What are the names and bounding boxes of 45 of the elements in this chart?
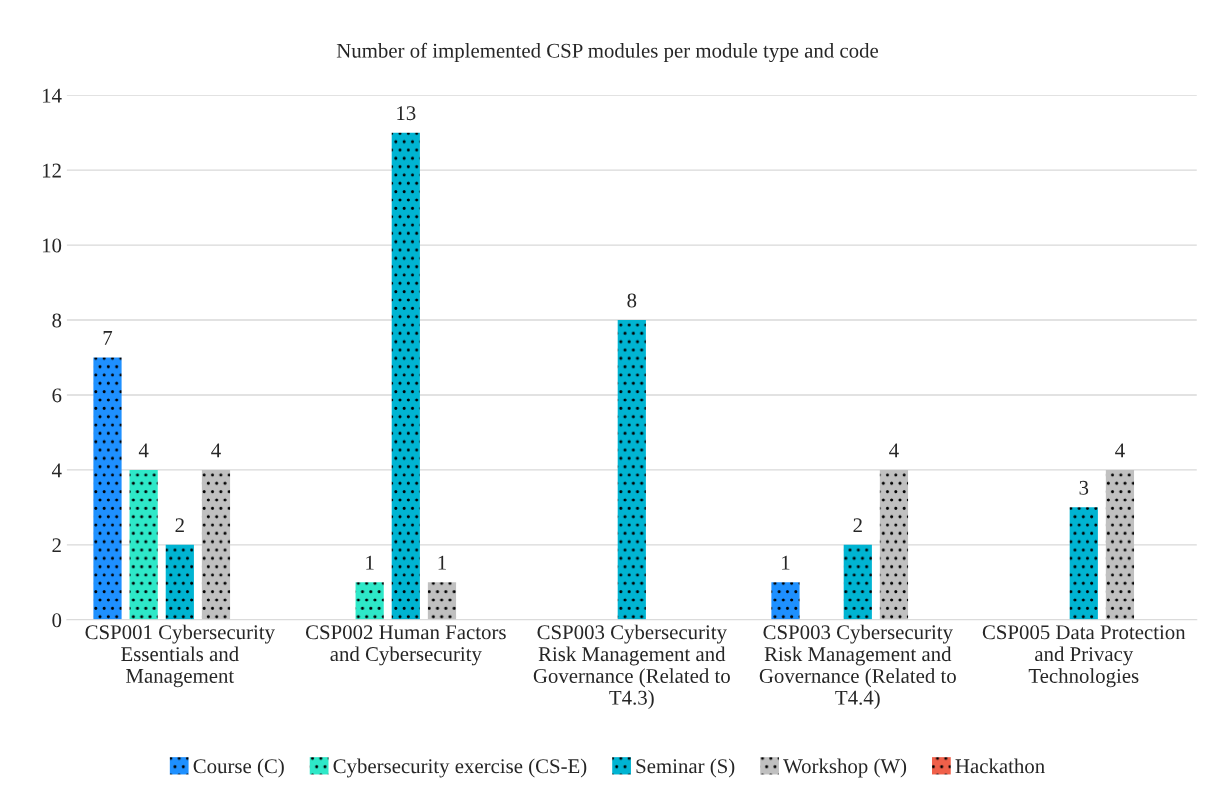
data-label: 1 — [438, 555, 446, 570]
data-label: 13 — [397, 106, 416, 121]
data-label: 4 — [1115, 443, 1125, 458]
data-label: 4 — [889, 443, 899, 458]
data-label: 2 — [853, 518, 862, 533]
data-label: 3 — [1079, 480, 1089, 495]
y-tick-label: 2 — [52, 538, 61, 553]
data-label: 2 — [175, 518, 184, 533]
bar — [201, 469, 231, 620]
y-tick-label: 4 — [51, 463, 62, 478]
x-tick-label: CSP005 Data Protection and Privacy Technologies — [982, 625, 1186, 688]
bar — [93, 357, 122, 620]
x-tick-label: CSP003 Cybersecurity Risk Management and Governance (Related to T4.4) — [759, 624, 956, 709]
x-tick-label: CSP002 Human Factors and Cybersecurity — [305, 625, 506, 666]
legend-label: Workshop (W) — [783, 758, 907, 778]
data-label: 4 — [138, 443, 149, 458]
y-tick-label: 8 — [52, 313, 62, 328]
bar — [1105, 469, 1135, 620]
y-tick-label: 6 — [52, 388, 62, 403]
legend-label: Course (C) — [193, 758, 284, 778]
legend-label: Cybersecurity exercise (CS-E) — [333, 758, 587, 778]
bar — [355, 582, 384, 620]
data-label: 4 — [211, 443, 221, 458]
data-label: 8 — [627, 293, 637, 308]
bar — [427, 582, 457, 620]
bar — [129, 469, 158, 620]
y-tick-label: 14 — [42, 88, 62, 103]
data-label: 1 — [366, 555, 374, 570]
bar — [771, 582, 800, 620]
x-tick-label: CSP003 Cybersecurity Risk Management and Governance (Related to T4.3) — [533, 624, 730, 709]
bar — [879, 469, 909, 620]
bar — [391, 132, 420, 620]
y-tick-label: 12 — [42, 163, 61, 178]
data-label: 1 — [782, 555, 790, 570]
data-label: 7 — [103, 331, 113, 345]
x-tick-label: CSP001 Cybersecurity Essentials and Management — [85, 624, 275, 688]
bar — [617, 320, 646, 620]
bar — [1069, 507, 1098, 620]
y-tick-label: 0 — [52, 613, 62, 628]
y-tick-label: 10 — [42, 238, 62, 253]
bar — [843, 544, 872, 620]
chart-title: Number of implemented CSP modules per module type and code — [336, 42, 879, 63]
legend-label: Hackathon — [955, 758, 1045, 774]
legend-label: Seminar (S) — [636, 758, 735, 778]
bar — [165, 544, 194, 620]
